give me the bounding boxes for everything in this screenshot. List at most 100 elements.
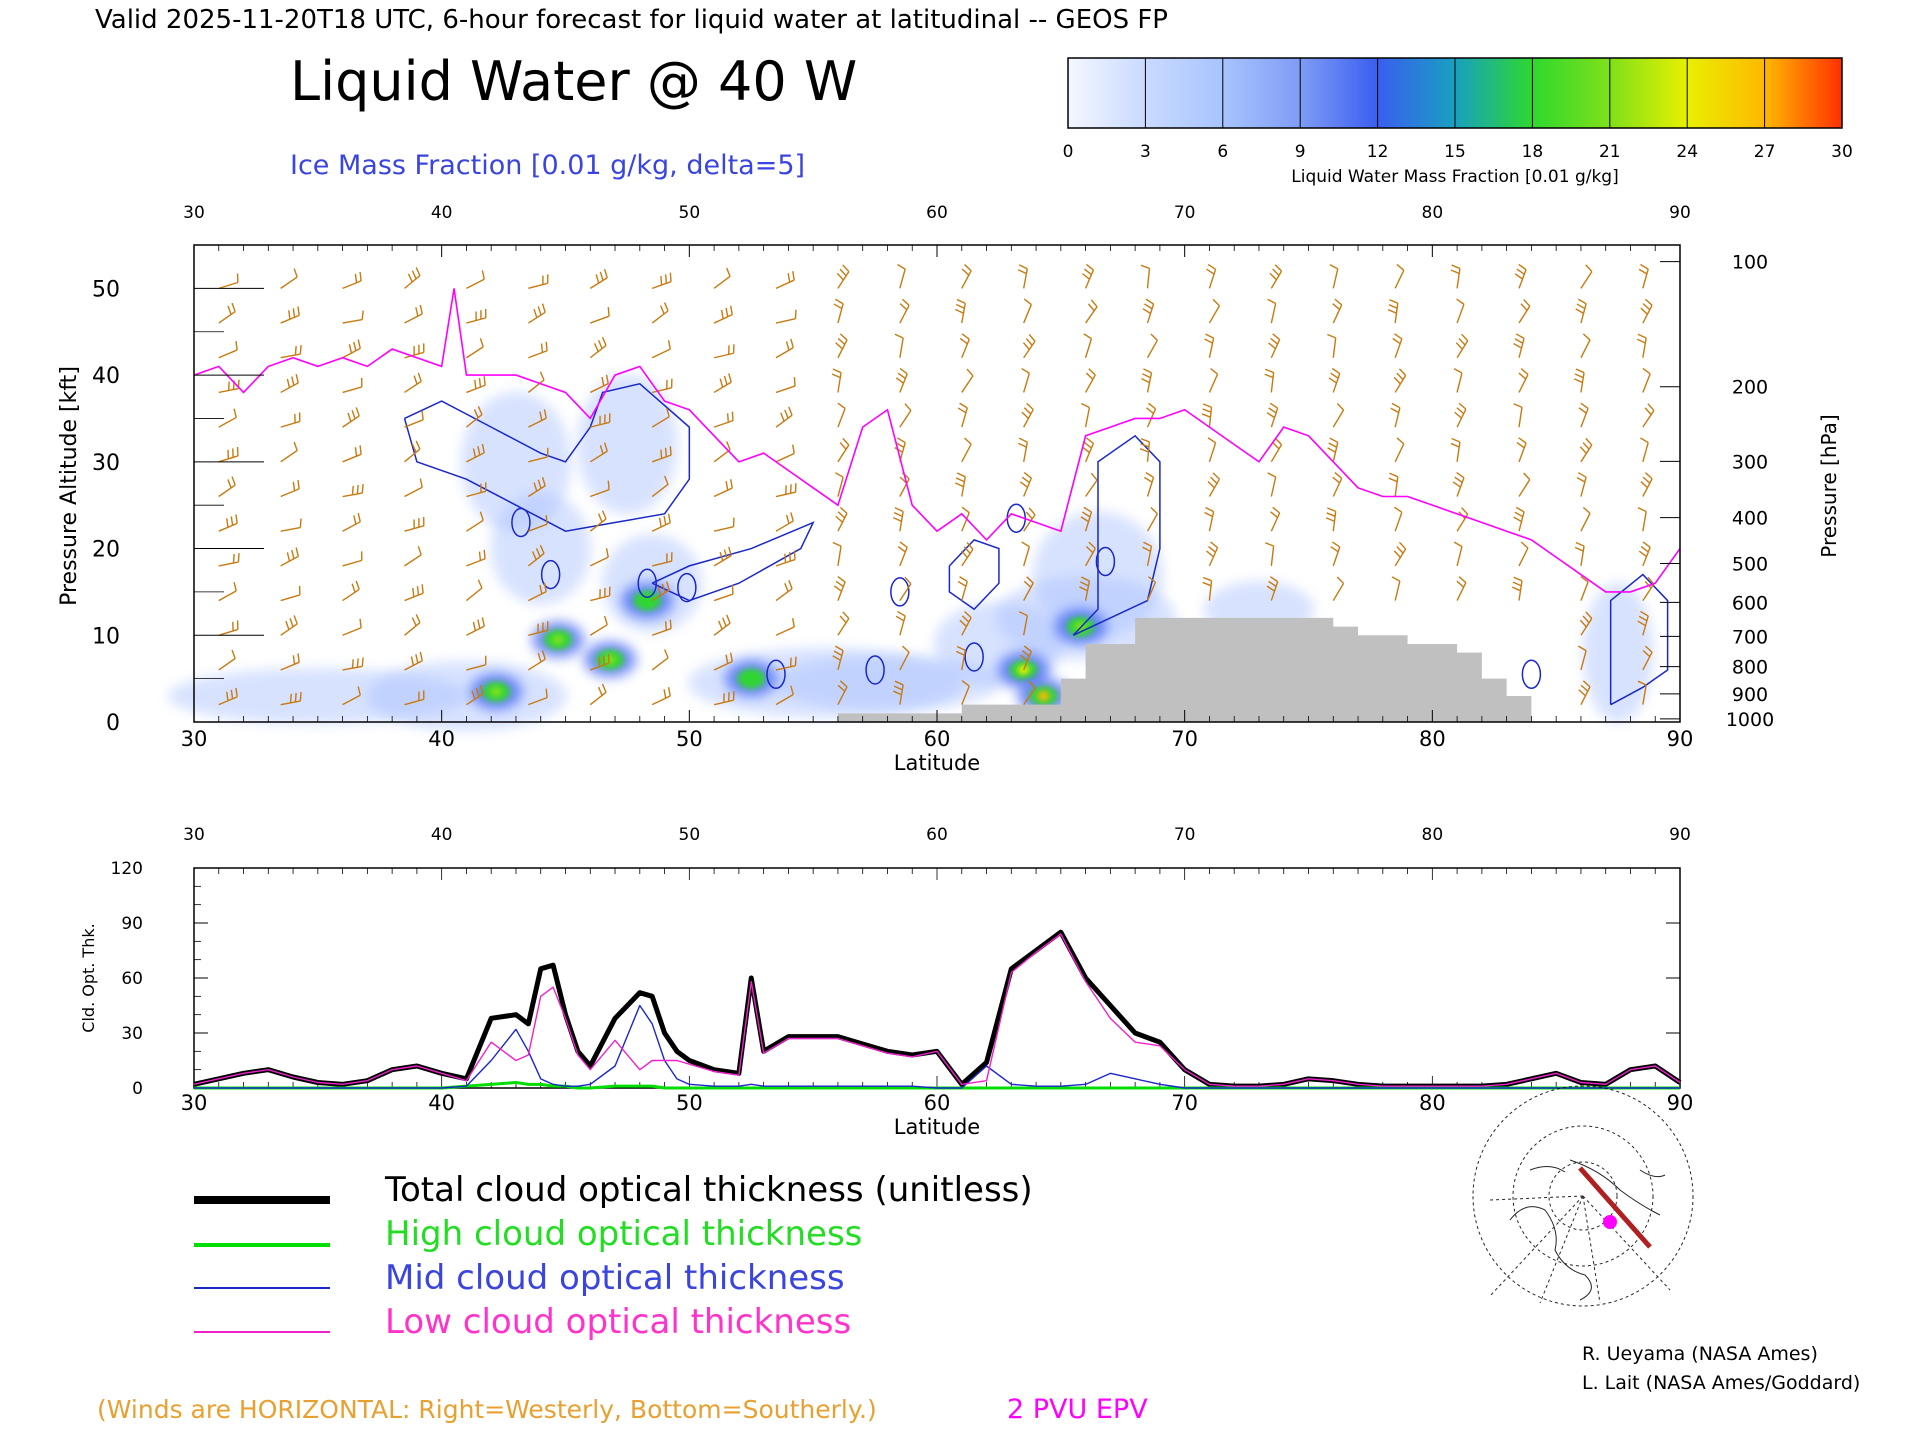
- wind-barb: [1023, 680, 1036, 706]
- wind-barb: [713, 652, 733, 671]
- locator-map: [1472, 1085, 1694, 1307]
- wind-barb: [590, 307, 610, 324]
- wind-barb: [775, 512, 794, 532]
- wind-barb: [713, 517, 735, 532]
- wind-barb: [1575, 298, 1587, 324]
- wind-barb: [1642, 367, 1651, 393]
- wind-barb: [1514, 263, 1527, 289]
- top-panel-top-tick-label: 90: [1669, 203, 1691, 223]
- wind-barb: [1021, 367, 1031, 393]
- wind-barb: [1207, 437, 1217, 463]
- wind-barb: [960, 542, 974, 567]
- wind-barb: [1083, 333, 1093, 358]
- wind-barb: [342, 657, 364, 671]
- wind-barb: [527, 371, 545, 393]
- wind-barb: [1388, 472, 1399, 497]
- wind-barb: [466, 684, 484, 706]
- bottom-panel-top-tick-label: 90: [1669, 825, 1691, 845]
- locator-map-frame: [1487, 1155, 1682, 1303]
- liquid-water-haze: [1583, 582, 1654, 723]
- wind-barb: [775, 483, 797, 498]
- wind-barb: [1329, 264, 1339, 289]
- wind-barb: [1084, 368, 1096, 393]
- liquid-water-haze: [490, 492, 591, 605]
- wind-barb: [1017, 437, 1029, 462]
- ice-contour-closed: [1521, 659, 1542, 690]
- wind-barb: [404, 546, 422, 567]
- epv-2pvu-line: [193, 288, 1681, 593]
- wind-barb: [651, 302, 669, 324]
- liquid-water-haze: [167, 667, 468, 724]
- wind-barb: [404, 690, 425, 706]
- wind-barb: [1206, 263, 1217, 289]
- top-panel-hpa-tick-label: 800: [1732, 657, 1768, 679]
- wind-barb: [713, 585, 734, 602]
- wind-barb: [1270, 437, 1283, 463]
- wind-barb: [218, 408, 237, 428]
- wind-barb: [1638, 541, 1651, 567]
- wind-barb: [466, 549, 486, 567]
- locator-point: [1603, 1215, 1617, 1229]
- wind-barb: [959, 610, 972, 636]
- wind-barb: [1518, 368, 1529, 393]
- wind-barb: [651, 272, 672, 290]
- wind-barb: [955, 472, 966, 497]
- wind-barb: [404, 267, 421, 289]
- wind-barb: [1208, 367, 1219, 393]
- wind-barb: [218, 620, 239, 636]
- wind-barb: [1142, 298, 1155, 324]
- wind-barb: [280, 306, 300, 324]
- wind-barb: [961, 368, 974, 393]
- terrain-fill: [837, 617, 1532, 722]
- top-panel-kft-tick-label: 10: [92, 624, 120, 649]
- wind-barb: [775, 406, 793, 428]
- wind-barb: [590, 480, 610, 498]
- wind-barb: [527, 476, 546, 498]
- low-optical-thickness-line: [193, 933, 1681, 1087]
- wind-barb: [589, 374, 609, 394]
- ice-contour: [1072, 434, 1161, 636]
- wind-barb: [1580, 264, 1593, 289]
- top-panel-bottom-tick-label: 70: [1171, 727, 1198, 751]
- wind-barb: [895, 367, 908, 393]
- bottom-panel-bottom-tick-label: 70: [1171, 1091, 1198, 1115]
- subtitle: Ice Mass Fraction [0.01 g/kg, delta=5]: [290, 150, 805, 181]
- top-right-ylabel: Pressure [hPa]: [1817, 414, 1841, 557]
- wind-barb: [404, 478, 423, 498]
- wind-barb: [342, 580, 360, 602]
- colorbar-label: Liquid Water Mass Fraction [0.01 g/kg]: [1291, 167, 1618, 187]
- wind-barb: [1022, 333, 1036, 359]
- wind-barb: [527, 650, 546, 671]
- bottom-ylabel: Cld. Opt. Thk.: [79, 923, 98, 1032]
- ice-contour-closed: [540, 559, 561, 590]
- ice-contour-closed: [637, 568, 657, 598]
- wind-barb: [342, 551, 363, 567]
- wind-barb: [1518, 299, 1531, 324]
- wind-barb: [466, 270, 485, 289]
- wind-barb: [713, 344, 735, 359]
- wind-barb: [775, 656, 797, 671]
- wind-barb: [1573, 368, 1585, 393]
- wind-barb: [1513, 506, 1525, 532]
- ice-contour-closed: [1095, 546, 1116, 577]
- top-panel-top-tick-label: 50: [679, 203, 701, 223]
- wind-barb: [1140, 264, 1151, 289]
- wind-barb: [466, 338, 484, 359]
- wind-barb: [466, 511, 484, 532]
- top-left-ylabel: Pressure Altitude [kft]: [57, 366, 82, 606]
- wind-barb: [218, 553, 240, 567]
- wind-barb: [651, 687, 671, 706]
- bottom-panel-y-tick-label: 90: [121, 914, 143, 934]
- liquid-water-peak: [490, 686, 503, 697]
- wind-barb: [342, 484, 364, 498]
- wind-barb: [961, 506, 970, 532]
- wind-barb: [651, 340, 671, 359]
- wind-barb: [1018, 611, 1029, 636]
- wind-barb: [280, 441, 298, 463]
- ice-contour-closed: [865, 655, 885, 685]
- colorbar-tick-label: 3: [1140, 142, 1151, 162]
- wind-barb: [652, 552, 673, 567]
- wind-barb: [899, 298, 910, 324]
- legend-label-mid: Mid cloud optical thickness: [385, 1258, 845, 1298]
- wind-barb: [528, 447, 549, 463]
